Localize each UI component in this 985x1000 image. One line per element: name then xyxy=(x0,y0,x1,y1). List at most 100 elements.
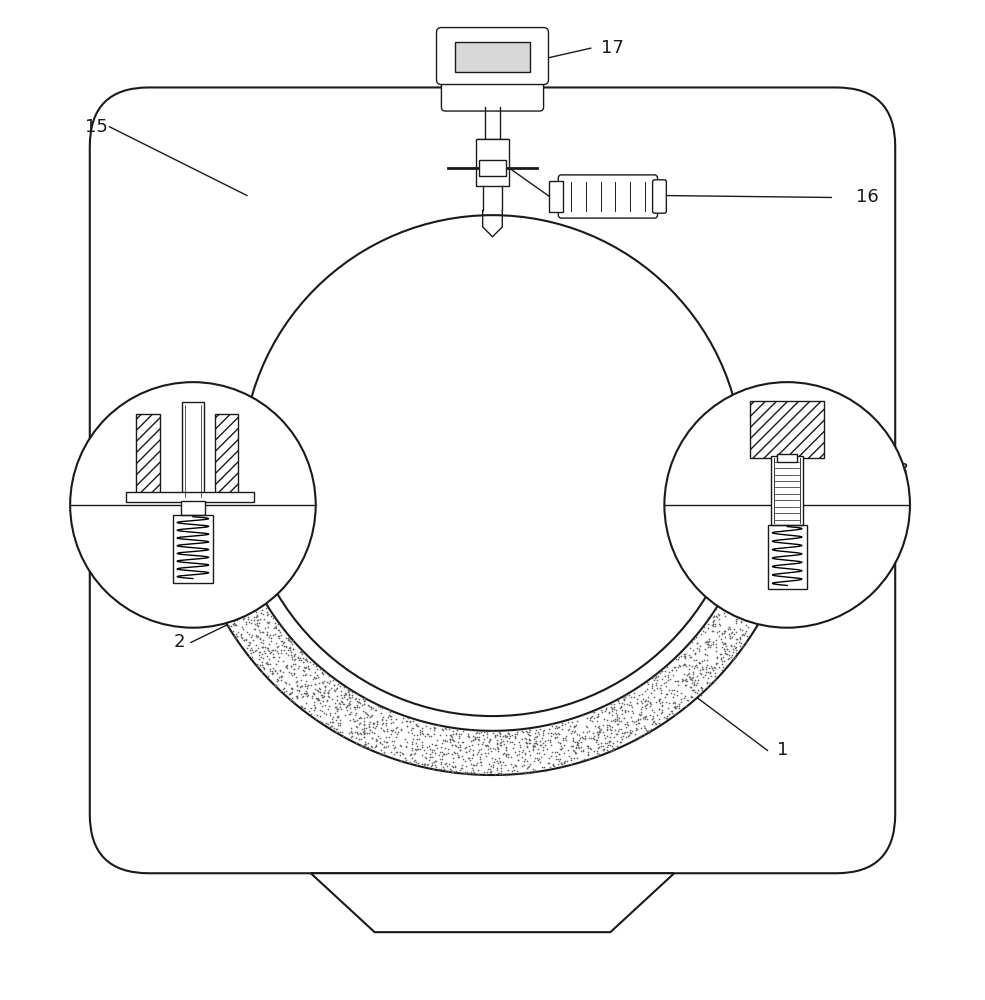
Point xyxy=(658,678,674,694)
Point xyxy=(270,616,286,632)
Point xyxy=(720,601,736,617)
Point xyxy=(573,739,589,755)
Point xyxy=(527,725,543,741)
Point xyxy=(329,701,345,717)
Point xyxy=(331,715,347,731)
Point xyxy=(588,732,604,748)
Point xyxy=(231,606,247,622)
Point xyxy=(506,736,522,752)
Point xyxy=(341,695,357,711)
Point xyxy=(361,716,376,732)
Point xyxy=(278,658,294,674)
Point xyxy=(497,729,513,745)
Point xyxy=(213,575,229,591)
Point xyxy=(238,616,254,632)
Point xyxy=(276,634,292,650)
Point xyxy=(565,724,581,740)
Point xyxy=(254,624,270,640)
Point xyxy=(557,730,572,746)
Point xyxy=(621,727,636,743)
Bar xyxy=(215,414,238,497)
Point xyxy=(526,739,542,755)
Point xyxy=(358,734,373,750)
Point xyxy=(365,719,381,735)
Point xyxy=(307,670,323,686)
Point xyxy=(461,729,477,745)
Point xyxy=(286,666,301,682)
Point xyxy=(551,751,566,767)
Point xyxy=(228,616,243,632)
Point xyxy=(236,586,252,602)
Point xyxy=(402,714,418,730)
Point xyxy=(237,600,253,616)
Point xyxy=(560,714,576,730)
Point xyxy=(690,675,705,691)
Point xyxy=(295,699,310,715)
Point xyxy=(711,616,727,632)
Point xyxy=(739,573,755,589)
Point xyxy=(714,662,730,678)
Point xyxy=(361,697,376,713)
Point xyxy=(612,700,627,716)
Point xyxy=(532,754,548,770)
Point xyxy=(276,653,292,669)
Point xyxy=(498,740,514,756)
Point xyxy=(417,742,432,758)
Point xyxy=(408,735,424,751)
Point xyxy=(570,739,586,755)
Point xyxy=(755,603,770,619)
Point xyxy=(741,593,756,609)
Point xyxy=(700,620,716,636)
Point xyxy=(320,701,336,717)
Point xyxy=(219,559,234,575)
Point xyxy=(651,715,667,731)
Point xyxy=(730,577,746,593)
Point xyxy=(567,745,583,761)
Point xyxy=(294,678,309,694)
Point xyxy=(731,606,747,622)
Point xyxy=(498,742,514,758)
Point xyxy=(529,728,545,744)
Point xyxy=(375,722,391,738)
Point xyxy=(356,726,371,742)
Point xyxy=(435,746,451,762)
Point xyxy=(751,556,766,572)
Point xyxy=(602,718,618,734)
Point xyxy=(595,738,611,754)
Point xyxy=(242,593,258,609)
Point xyxy=(297,651,313,667)
Point xyxy=(433,754,449,770)
Point xyxy=(699,674,715,690)
Point xyxy=(732,585,748,601)
Point xyxy=(415,734,430,750)
Point xyxy=(652,695,668,711)
Point xyxy=(755,577,770,593)
Point xyxy=(349,719,364,735)
Point xyxy=(692,655,708,671)
Point xyxy=(748,594,763,610)
Point xyxy=(693,661,709,677)
Point xyxy=(219,600,234,616)
Point xyxy=(724,649,740,665)
Point xyxy=(232,575,248,591)
Point xyxy=(265,627,281,643)
Point xyxy=(469,724,485,740)
Point xyxy=(287,646,302,662)
Point xyxy=(508,758,524,774)
Point xyxy=(683,679,698,695)
Point xyxy=(507,757,523,773)
Point xyxy=(410,741,426,757)
Point xyxy=(751,595,766,611)
Point xyxy=(226,586,241,602)
Point xyxy=(620,696,635,712)
Point xyxy=(420,757,435,773)
Point xyxy=(741,554,756,570)
Point xyxy=(462,765,478,781)
Point xyxy=(754,572,769,588)
Point xyxy=(599,728,615,744)
Point xyxy=(683,688,698,704)
Point xyxy=(248,609,264,625)
Point xyxy=(392,753,408,769)
Point xyxy=(596,741,612,757)
Point xyxy=(373,720,389,736)
